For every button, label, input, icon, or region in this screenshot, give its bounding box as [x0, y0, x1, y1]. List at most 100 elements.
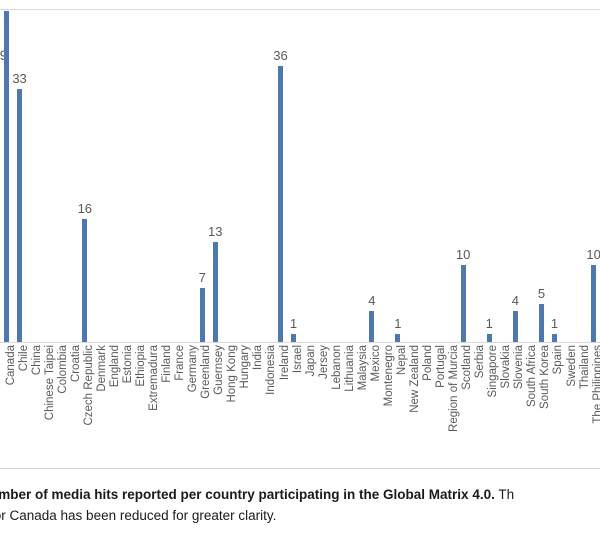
x-axis-label-slot: The Philippines [587, 345, 600, 455]
bar-slot[interactable] [222, 12, 235, 342]
caption-divider [0, 468, 600, 469]
bar-slot[interactable] [130, 12, 143, 342]
bar-value-label: 36 [273, 47, 288, 63]
x-axis-label-slot: England [104, 345, 121, 455]
bar-value-label: 1 [485, 316, 493, 332]
bar-slot[interactable] [26, 12, 39, 342]
x-axis-label-slot: South Africa [522, 345, 538, 455]
x-axis-label-slot: Portugal [431, 345, 447, 455]
bar-slot[interactable] [470, 12, 483, 342]
x-axis-label-slot: Germany [183, 345, 199, 455]
x-axis-label-slot: Montenegro [378, 345, 395, 455]
x-axis-label: The Philippines [591, 345, 600, 424]
bar-slot[interactable] [313, 12, 326, 342]
bar-slot[interactable] [496, 12, 509, 342]
bar-slot[interactable] [39, 12, 52, 342]
bar-slot[interactable] [339, 12, 352, 342]
bar-slot[interactable]: 1 [548, 12, 561, 342]
x-axis-label-slot: Japan [300, 345, 317, 455]
bar[interactable] [460, 265, 466, 342]
bar[interactable] [369, 311, 375, 342]
x-axis-label-slot: Israel [287, 345, 304, 455]
bar[interactable] [17, 88, 23, 342]
bar-slot[interactable] [144, 12, 157, 342]
bar-value-label: 10 [586, 247, 600, 263]
x-axis-label-slot: Scotland [457, 345, 473, 455]
bar-slot[interactable]: 10 [456, 12, 470, 342]
bar-slot[interactable] [65, 12, 78, 342]
bar[interactable] [291, 334, 297, 342]
bar-slot[interactable] [444, 12, 457, 342]
caption-bold-text: umber of media hits reported per country… [0, 487, 495, 502]
bar-slot[interactable] [522, 12, 535, 342]
bar-slot[interactable]: 7 [196, 12, 209, 342]
x-axis-label-slot: Malaysia [352, 345, 369, 455]
bar[interactable] [82, 219, 88, 342]
bar-slot[interactable] [91, 12, 104, 342]
x-axis-label-slot: Spain [548, 345, 564, 455]
bar-slot[interactable] [157, 12, 170, 342]
bar-slot[interactable] [52, 12, 65, 342]
bar[interactable] [395, 334, 401, 342]
x-axis-label-slot: Nepal [391, 345, 408, 455]
bar-slot[interactable] [352, 12, 365, 342]
bar-slot[interactable]: 33 [12, 12, 27, 342]
bar-slot[interactable]: 4 [365, 12, 378, 342]
x-axis-label-slot: Chinese Taipei [39, 345, 56, 455]
bar-value-label: 4 [511, 293, 519, 309]
x-axis-label-slot: Jersey [313, 345, 330, 455]
bar[interactable] [551, 334, 557, 342]
bar[interactable] [538, 303, 544, 342]
bar-slot[interactable]: 5 [535, 12, 548, 342]
bar[interactable] [591, 265, 597, 342]
x-axis-label-slot: Lithuania [339, 345, 356, 455]
bar[interactable] [278, 65, 283, 342]
bar-slot[interactable] [0, 11, 13, 342]
bar[interactable] [4, 11, 10, 342]
bar-slot[interactable] [561, 12, 574, 342]
bar-slot[interactable]: 16 [77, 12, 93, 342]
bar-slot[interactable]: 1 [287, 12, 300, 342]
bar-slot[interactable] [117, 12, 130, 342]
x-axis-label-slot: China [26, 345, 43, 455]
bar-slot[interactable]: 13 [208, 12, 223, 342]
bar-slot[interactable]: 10 [586, 12, 600, 342]
bar-value-label: 1 [394, 316, 402, 332]
bar-slot[interactable] [378, 12, 391, 342]
caption-second-line: for Canada has been reduced for greater … [0, 508, 277, 523]
bar-slot[interactable] [418, 12, 431, 342]
bar-slot[interactable] [326, 12, 339, 342]
bar-value-label: 16 [77, 201, 93, 217]
bar-slot[interactable]: 1 [483, 12, 496, 342]
bar-slot[interactable] [183, 12, 196, 342]
bar-slot[interactable] [574, 12, 587, 342]
caption-trailing-text: Th [494, 487, 515, 502]
x-axis-label-slot: Guernsey [209, 345, 225, 455]
bar[interactable] [512, 311, 518, 342]
x-axis-label-slot: Canada [0, 345, 17, 455]
x-axis-label-slot: Region of Murcia [444, 345, 460, 455]
bar-slot[interactable] [431, 12, 444, 342]
bar[interactable] [199, 288, 205, 342]
x-axis-label-slot: New Zealand [404, 345, 421, 455]
bar-slot[interactable] [248, 12, 261, 342]
bar-slot[interactable] [404, 12, 417, 342]
bar-slot[interactable] [104, 12, 117, 342]
bar-series: 33 16 7 13 36 1 4 1 10 1 4 5 1 10 [0, 11, 600, 342]
bar-slot[interactable] [235, 12, 248, 342]
bar-slot[interactable]: 36 [273, 12, 288, 342]
x-axis-label-slot: Indonesia [261, 345, 277, 455]
bar-slot[interactable] [261, 12, 274, 342]
x-axis-label-slot: Chile [13, 345, 30, 455]
bar-slot[interactable]: 4 [509, 12, 522, 342]
bar-slot[interactable] [170, 12, 183, 342]
bar-slot[interactable]: 1 [391, 12, 404, 342]
bar-slot[interactable] [300, 12, 313, 342]
bar[interactable] [212, 242, 218, 342]
bar-value-label: 1 [550, 316, 559, 332]
x-axis-label-slot: Slovenia [509, 345, 525, 455]
x-axis-label-slot: Hong Kong [222, 345, 238, 455]
bar[interactable] [486, 334, 492, 342]
